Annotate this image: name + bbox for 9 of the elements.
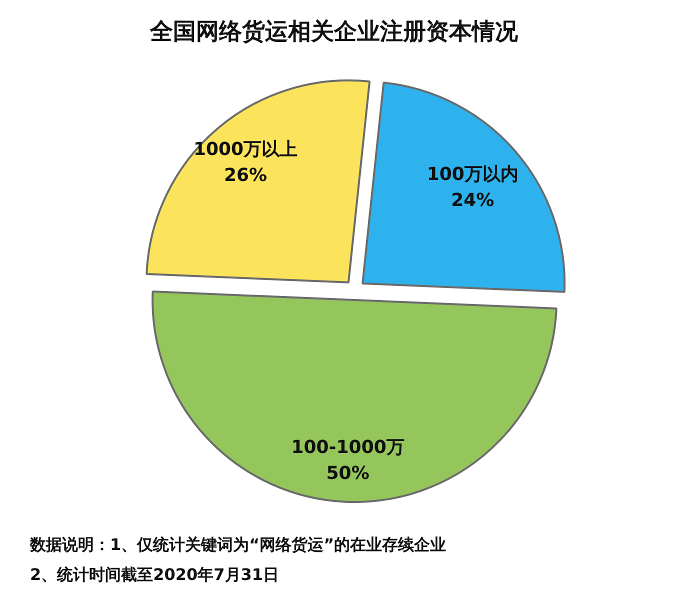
text: 数据说明：1、仅统计关键词为“网络货运”的在业存续企业: [30, 534, 446, 556]
slice-label: 100万以内: [426, 164, 518, 186]
data-label: 50%: [326, 463, 370, 484]
text: 2、统计时间截至2020年7月31日: [30, 564, 280, 586]
data-label: 26%: [224, 164, 268, 186]
chart-title: 全国网络货运相关企业注册资本情况: [150, 18, 518, 47]
slice-label: 100-1000万: [291, 437, 404, 458]
data-label: 24%: [451, 190, 494, 212]
slice-label: 1000万以上: [193, 138, 298, 160]
